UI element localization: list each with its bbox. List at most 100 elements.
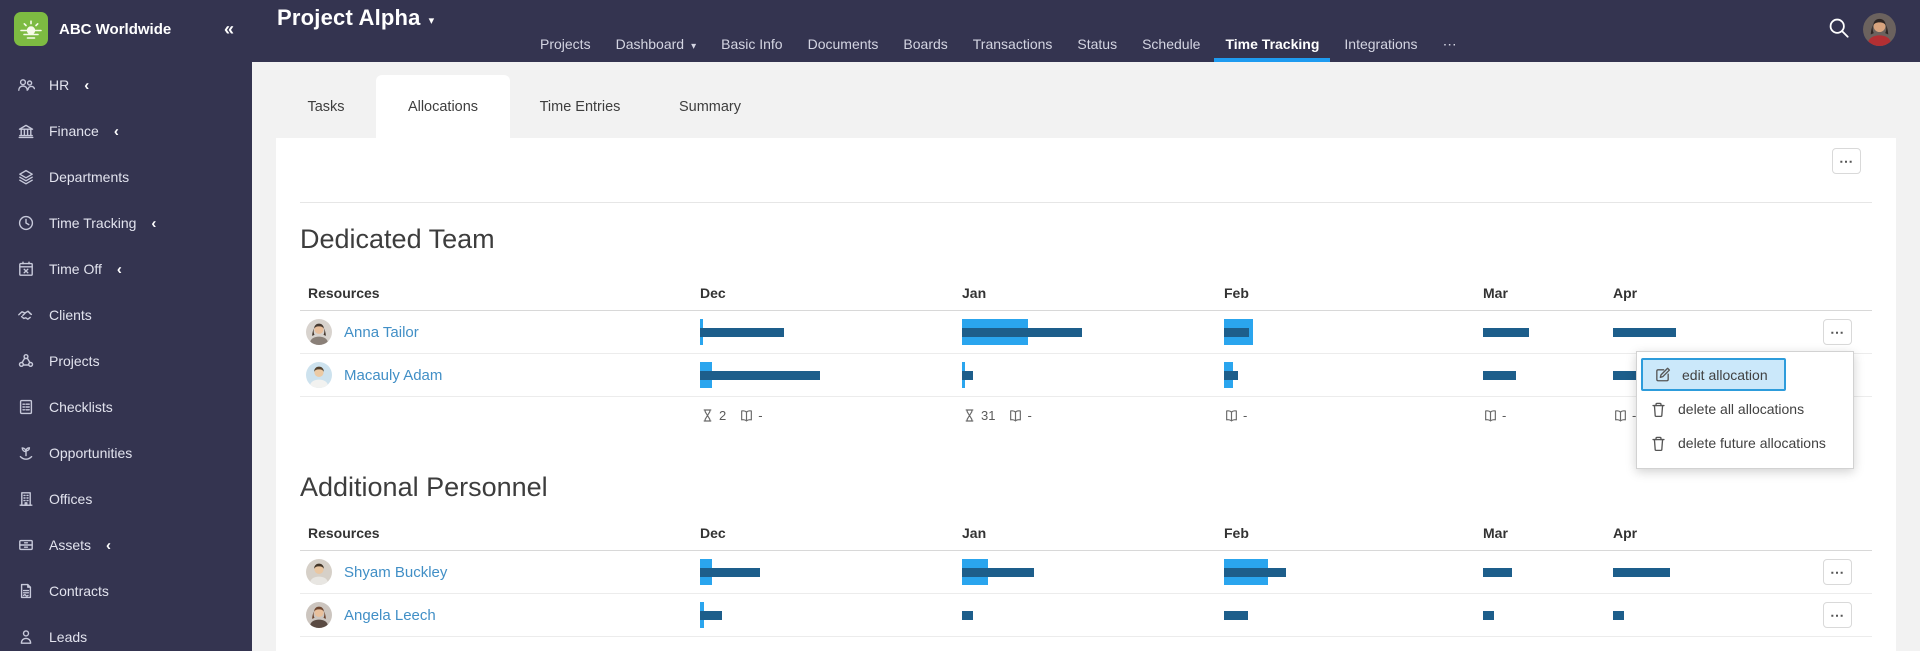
nav-tab-basic-info[interactable]: Basic Info <box>710 32 793 62</box>
tab-allocations[interactable]: Allocations <box>376 75 510 138</box>
resource-name-link[interactable]: Anna Tailor <box>344 323 419 341</box>
book-icon <box>1008 408 1023 423</box>
allocation-bar-dark <box>1613 328 1676 337</box>
sidebar-item-label: Time Tracking <box>49 215 137 231</box>
resource-name-link[interactable]: Macauly Adam <box>344 366 443 384</box>
sidebar-item-finance[interactable]: Finance ‹ <box>0 108 252 154</box>
allocation-context-menu: edit allocation delete all allocations del… <box>1636 351 1854 469</box>
chevron-left-icon[interactable]: ‹ <box>151 214 157 232</box>
nav-tab-time-tracking[interactable]: Time Tracking <box>1214 32 1331 62</box>
row-more-button[interactable]: ⋯ <box>1823 559 1852 585</box>
resource-name-link[interactable]: Angela Leech <box>344 606 436 624</box>
nav-tab-transactions[interactable]: Transactions <box>962 32 1064 62</box>
section-additional-personnel: Additional Personnel Resources Dec Jan Feb M… <box>300 469 1872 637</box>
allocation-bar-dark <box>1483 371 1516 380</box>
nav-tab-schedule[interactable]: Schedule <box>1131 32 1211 62</box>
column-header-month: Apr <box>1613 525 1638 541</box>
sidebar-item-time-off[interactable]: Time Off ‹ <box>0 246 252 292</box>
nav-tab-boards[interactable]: Boards <box>892 32 958 62</box>
column-header-month: Dec <box>700 285 726 301</box>
edit-icon <box>1654 366 1671 383</box>
chevron-left-icon[interactable]: ‹ <box>113 122 119 140</box>
sidebar: ABC Worldwide « HR ‹ Finance ‹ Departments Ti… <box>0 0 252 651</box>
tab-label: Allocations <box>407 98 479 115</box>
column-header-resources: Resources <box>308 525 380 541</box>
company-logo-sunrise-icon[interactable] <box>14 12 48 46</box>
chevron-left-icon[interactable]: ‹ <box>116 260 122 278</box>
resource-name-link[interactable]: Shyam Buckley <box>344 563 448 581</box>
summary-hours: 2 <box>719 407 727 423</box>
chevron-down-icon: ▾ <box>691 41 697 52</box>
hourglass-icon <box>700 408 715 423</box>
nav-tab-label: Dashboard <box>615 36 685 52</box>
summary-booked: - <box>1502 407 1507 423</box>
nav-tab-dashboard[interactable]: Dashboard ▾ <box>605 32 708 62</box>
sidebar-item-label: Clients <box>49 307 92 323</box>
book-icon <box>1224 408 1239 423</box>
table-body: Anna Tailor ⋯ Macauly Adam⋯ <box>300 311 1872 397</box>
sidebar-item-clients[interactable]: Clients <box>0 292 252 338</box>
panel-more-button[interactable]: ⋯ <box>1832 148 1861 174</box>
allocation-bar-dark <box>1224 328 1249 337</box>
sidebar-item-label: Leads <box>49 629 88 645</box>
nav-overflow-button[interactable]: ⋯ <box>1432 32 1468 62</box>
calendar-off-icon <box>17 260 35 278</box>
sidebar-item-departments[interactable]: Departments <box>0 154 252 200</box>
section-dedicated-team: Dedicated Team Resources Dec Jan Feb Mar Apr … <box>300 221 1872 433</box>
allocations-panel: ⋯ Dedicated Team Resources Dec Jan Feb Mar Ap… <box>276 138 1896 651</box>
allocation-bar-dark <box>700 568 760 577</box>
project-title[interactable]: Project Alpha <box>277 5 421 30</box>
row-more-button[interactable]: ⋯ <box>1823 602 1852 628</box>
sidebar-item-label: Contracts <box>49 583 109 599</box>
sidebar-item-contracts[interactable]: Contracts <box>0 568 252 614</box>
row-more-button[interactable]: ⋯ <box>1823 319 1852 345</box>
allocation-bar-dark <box>700 371 820 380</box>
allocation-bar-dark <box>962 611 973 620</box>
tab-summary[interactable]: Summary <box>650 75 770 138</box>
sidebar-item-assets[interactable]: Assets ‹ <box>0 522 252 568</box>
tab-time-entries[interactable]: Time Entries <box>510 75 650 138</box>
table-header: Resources Dec Jan Feb Mar Apr <box>300 281 1872 311</box>
summary-booked: - <box>1632 407 1637 423</box>
search-icon[interactable] <box>1827 16 1850 39</box>
menu-item-edit-allocation[interactable]: edit allocation <box>1641 358 1786 391</box>
allocation-bar-dark <box>1613 371 1653 380</box>
column-header-month: Apr <box>1613 285 1638 301</box>
menu-item-delete-future-allocations[interactable]: delete future allocations <box>1637 426 1853 460</box>
hourglass-icon <box>962 408 977 423</box>
nav-tab-label: Basic Info <box>721 36 783 52</box>
column-header-month: Jan <box>962 525 987 541</box>
summary-booked: - <box>1243 407 1248 423</box>
sidebar-item-label: HR <box>49 77 70 93</box>
nav-tab-documents[interactable]: Documents <box>797 32 890 62</box>
trash-icon <box>1650 401 1667 418</box>
sidebar-item-projects[interactable]: Projects <box>0 338 252 384</box>
menu-item-label: delete all allocations <box>1678 401 1805 417</box>
nav-tab-status[interactable]: Status <box>1066 32 1128 62</box>
sidebar-item-hr[interactable]: HR ‹ <box>0 62 252 108</box>
tab-tasks[interactable]: Tasks <box>276 75 376 138</box>
tab-label: Summary <box>678 98 742 115</box>
sidebar-collapse-icon[interactable]: « <box>223 18 234 39</box>
nav-tab-projects[interactable]: Projects <box>529 32 602 62</box>
sidebar-item-leads[interactable]: Leads <box>0 614 252 651</box>
allocation-bar-dark <box>1483 568 1512 577</box>
book-icon <box>1483 408 1498 423</box>
bank-icon <box>17 122 35 140</box>
nav-tab-integrations[interactable]: Integrations <box>1333 32 1428 62</box>
sidebar-item-checklists[interactable]: Checklists <box>0 384 252 430</box>
sidebar-item-opportunities[interactable]: Opportunities <box>0 430 252 476</box>
book-icon <box>1613 408 1628 423</box>
summary-row: 2-31- - - - <box>300 397 1872 433</box>
sidebar-item-time-tracking[interactable]: Time Tracking ‹ <box>0 200 252 246</box>
allocation-bar-dark <box>962 371 973 380</box>
project-title-caret-icon[interactable]: ▾ <box>428 14 435 27</box>
column-header-month: Dec <box>700 525 726 541</box>
sidebar-item-offices[interactable]: Offices <box>0 476 252 522</box>
chevron-left-icon[interactable]: ‹ <box>106 536 112 554</box>
menu-item-label: delete future allocations <box>1678 435 1826 451</box>
user-avatar[interactable] <box>1863 13 1896 46</box>
chevron-left-icon[interactable]: ‹ <box>84 76 90 94</box>
menu-item-delete-all-allocations[interactable]: delete all allocations <box>1637 392 1853 426</box>
